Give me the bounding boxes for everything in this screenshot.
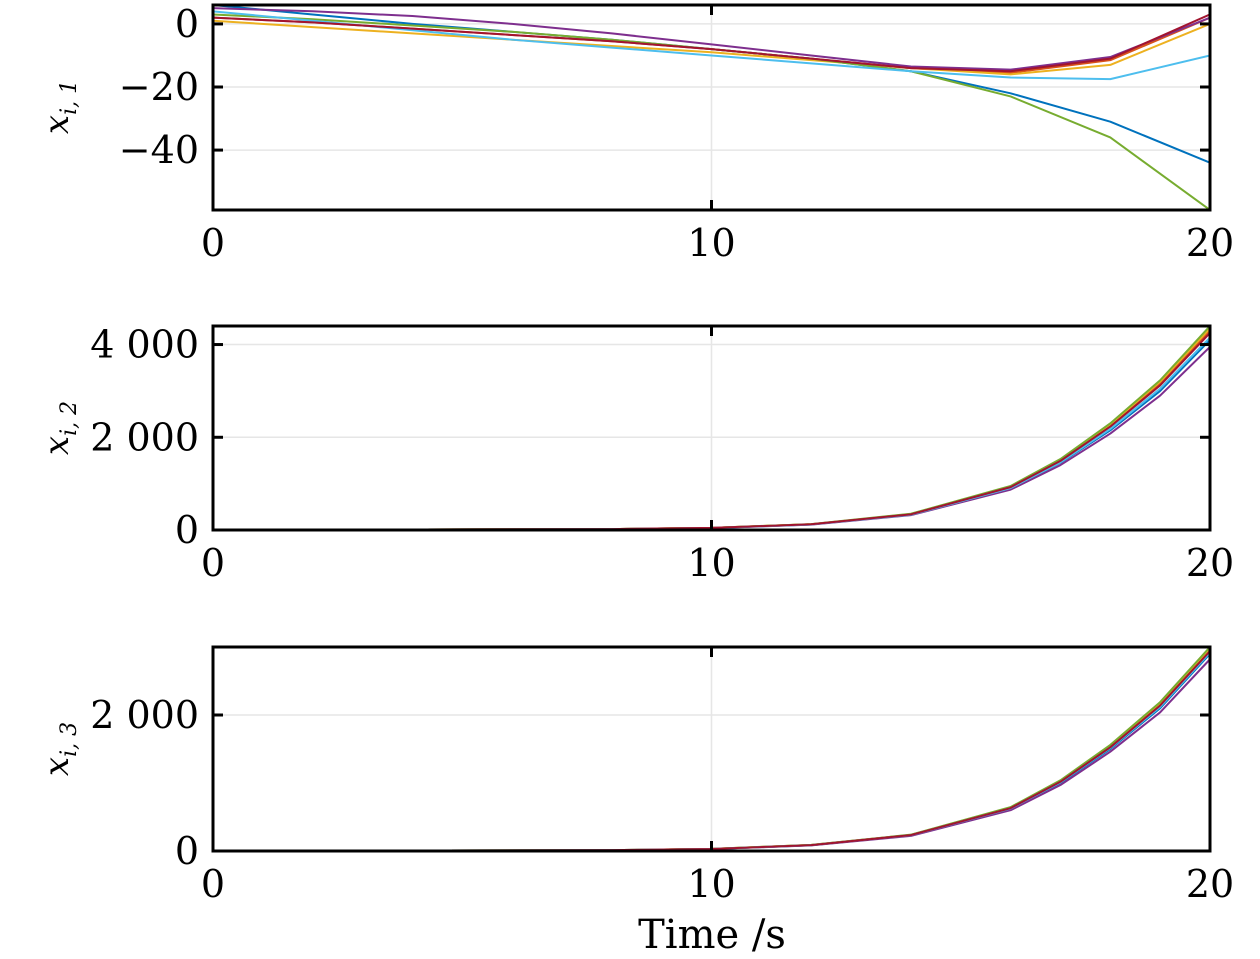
x-tick-label: 10 [687,221,735,265]
x-axis-label: Time /s [638,912,786,958]
y-tick-label: −20 [119,65,199,109]
y-tick-label: 2 000 [90,693,199,737]
series-group [213,5,1210,210]
y-tick-label: −40 [119,128,199,172]
y-axis-label: xi, 2 [37,401,82,455]
series-line-3 [213,19,1210,76]
y-axis-label: xi, 1 [37,80,82,134]
x-tick-label: 0 [201,862,225,906]
x-tick-label: 0 [201,541,225,585]
x-tick-label: 20 [1186,541,1234,585]
y-tick-label: 4 000 [90,323,199,367]
panel-x-i-1: 0 10 20 0 −20 −40 xi, 1 [37,2,1234,265]
y-tick-label: 0 [175,829,199,873]
y-tick-label: 0 [175,2,199,46]
y-tick-label: 2 000 [90,415,199,459]
x-tick-label: 20 [1186,862,1234,906]
series-line-4 [213,7,1210,71]
x-tick-label: 10 [687,862,735,906]
x-tick-label: 20 [1186,221,1234,265]
series-line-7 [213,332,1210,530]
x-tick-label: 0 [201,221,225,265]
y-tick-label: 0 [175,508,199,552]
y-axis-label: xi, 3 [37,722,82,776]
series-line-7 [213,13,1210,73]
x-tick-label: 10 [687,541,735,585]
